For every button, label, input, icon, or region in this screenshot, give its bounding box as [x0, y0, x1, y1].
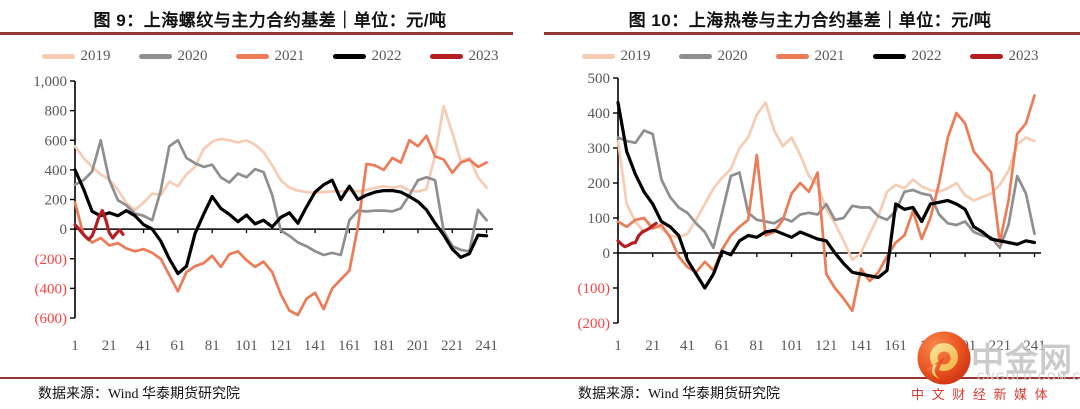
x-tick-label: 201 — [954, 338, 977, 354]
x-tick-label: 221 — [989, 338, 1012, 354]
legend-item-2023: 2023 — [969, 48, 1039, 64]
y-tick-label: 100 — [588, 211, 611, 227]
panel-hrc-basis: 图 10：上海热卷与主力合约基差｜单位：元/吨 2019 2020 2021 2022… — [540, 0, 1080, 376]
y-tick-label: 200 — [588, 176, 611, 192]
series-2020 — [616, 129, 1036, 250]
x-tick-label: 181 — [372, 338, 395, 354]
x-tick-label: 41 — [680, 338, 695, 354]
x-tick-label: 241 — [475, 338, 498, 354]
source-note-hrc: 数据来源：Wind 华泰期货研究院 — [578, 387, 781, 402]
legend-label: 2020 — [717, 48, 748, 64]
series-2019 — [616, 101, 1036, 262]
panel-rebar-basis: 图 9：上海螺纹与主力合约基差｜单位：元/吨 2019 2020 2021 2022 2… — [0, 0, 540, 376]
legend-swatch-2021 — [775, 54, 809, 59]
y-tick-label: 300 — [588, 141, 611, 157]
series-2020 — [73, 138, 488, 257]
y-tick-label: 800 — [45, 104, 68, 120]
legend-swatch-2021 — [235, 54, 269, 59]
legend-label: 2019 — [80, 48, 111, 64]
legend-rebar: 2019 2020 2021 2022 2023 — [0, 49, 540, 64]
x-tick-label: 21 — [645, 338, 660, 354]
y-tick-label: (200) — [578, 316, 611, 332]
legend-swatch-2022 — [872, 54, 906, 59]
legend-swatch-2020 — [678, 54, 712, 59]
chart-title-rebar: 图 9：上海螺纹与主力合约基差｜单位：元/吨 — [93, 11, 447, 30]
x-tick-label: 221 — [441, 338, 464, 354]
x-tick-label: 121 — [270, 338, 293, 354]
y-tick-label: 0 — [60, 222, 68, 238]
legend-item-2019: 2019 — [41, 48, 111, 64]
x-tick-label: 101 — [235, 338, 258, 354]
legend-label: 2019 — [620, 48, 651, 64]
x-tick-label: 81 — [749, 338, 764, 354]
legend-swatch-2022 — [332, 54, 366, 59]
series-2021 — [73, 134, 488, 317]
y-tick-label: (100) — [578, 281, 611, 297]
title-rule — [544, 32, 1080, 35]
bottom-rule — [0, 377, 1080, 379]
x-tick-label: 1 — [614, 338, 622, 354]
y-tick-label: 400 — [588, 106, 611, 122]
legend-swatch-2019 — [581, 54, 615, 59]
y-tick-label: 0 — [603, 246, 611, 262]
legend-swatch-2019 — [41, 54, 75, 59]
y-tick-label: 1,000 — [33, 74, 67, 90]
legend-label: 2022 — [911, 48, 942, 64]
title-rule — [0, 32, 513, 35]
legend-item-2021: 2021 — [235, 48, 305, 64]
x-tick-label: 161 — [884, 338, 907, 354]
legend-item-2022: 2022 — [872, 48, 942, 64]
legend-label: 2022 — [371, 48, 402, 64]
legend-item-2020: 2020 — [678, 48, 748, 64]
x-tick-label: 21 — [102, 338, 117, 354]
x-tick-label: 181 — [919, 338, 942, 354]
series-2022 — [73, 168, 489, 276]
y-tick-label: 400 — [45, 163, 68, 179]
legend-label: 2020 — [177, 48, 208, 64]
series-2023 — [616, 221, 658, 249]
x-tick-label: 61 — [715, 338, 730, 354]
legend-swatch-2023 — [969, 54, 1003, 59]
y-tick-label: 200 — [45, 193, 68, 209]
x-tick-label: 1 — [71, 338, 79, 354]
x-tick-label: 241 — [1023, 338, 1046, 354]
legend-item-2022: 2022 — [332, 48, 402, 64]
legend-item-2021: 2021 — [775, 48, 845, 64]
legend-swatch-2020 — [138, 54, 172, 59]
chart-title-hrc: 图 10：上海热卷与主力合约基差｜单位：元/吨 — [628, 11, 992, 30]
legend-item-2020: 2020 — [138, 48, 208, 64]
y-tick-label: (600) — [35, 311, 68, 327]
series-2023 — [73, 209, 125, 242]
legend-label: 2021 — [274, 48, 305, 64]
x-tick-label: 161 — [338, 338, 361, 354]
legend-label: 2023 — [468, 48, 499, 64]
legend-label: 2021 — [814, 48, 845, 64]
series-2022 — [616, 100, 1037, 290]
x-tick-label: 141 — [850, 338, 873, 354]
legend-item-2023: 2023 — [429, 48, 499, 64]
x-tick-label: 201 — [407, 338, 430, 354]
y-tick-label: 500 — [588, 71, 611, 87]
watermark-tagline-text: 中 文 财 经 新 媒 体 — [911, 387, 1050, 402]
legend-hrc: 2019 2020 2021 2022 2023 — [540, 49, 1080, 64]
legend-item-2019: 2019 — [581, 48, 651, 64]
x-tick-label: 121 — [815, 338, 838, 354]
x-tick-label: 141 — [304, 338, 327, 354]
series-2021 — [616, 94, 1036, 313]
x-tick-label: 81 — [205, 338, 220, 354]
y-tick-label: (200) — [35, 252, 68, 268]
y-tick-label: 600 — [45, 133, 68, 149]
legend-swatch-2023 — [429, 54, 463, 59]
y-tick-label: (400) — [35, 281, 68, 297]
x-tick-label: 101 — [780, 338, 803, 354]
x-tick-label: 61 — [170, 338, 185, 354]
series-2019 — [73, 104, 488, 212]
legend-label: 2023 — [1008, 48, 1039, 64]
source-note-rebar: 数据来源：Wind 华泰期货研究院 — [38, 387, 241, 402]
x-tick-label: 41 — [136, 338, 151, 354]
